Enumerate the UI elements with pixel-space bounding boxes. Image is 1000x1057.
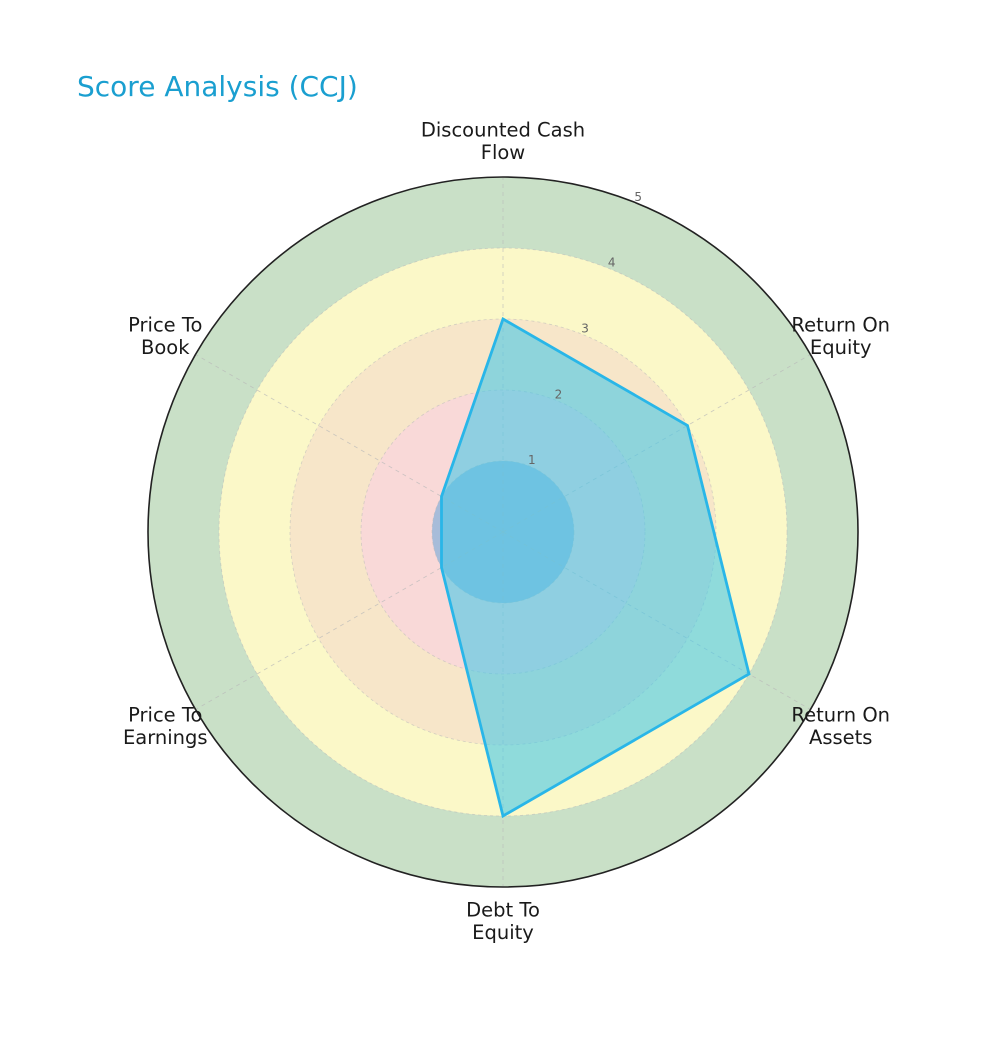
radial-tick-2: 2 bbox=[555, 387, 563, 401]
axis-label-1-line-2: Flow bbox=[481, 141, 526, 164]
axis-label-4-line-2: Equity bbox=[472, 921, 534, 944]
radial-tick-3: 3 bbox=[581, 321, 589, 335]
axis-label-3-line-2: Assets bbox=[809, 726, 872, 749]
axis-label-4-line-1: Debt To bbox=[466, 898, 540, 921]
axis-label-6-line-2: Book bbox=[141, 336, 190, 359]
axis-label-3-line-1: Return On bbox=[791, 703, 890, 726]
axis-label-1-line-1: Discounted Cash bbox=[421, 118, 585, 141]
axis-label-6-line-1: Price To bbox=[128, 313, 202, 336]
axis-label-2-line-1: Return On bbox=[791, 313, 890, 336]
axis-label-2-line-2: Equity bbox=[810, 336, 872, 359]
series-line-1 bbox=[440, 316, 751, 819]
axis-label-5-line-1: Price To bbox=[128, 703, 202, 726]
chart-title: Score Analysis (CCJ) bbox=[77, 70, 358, 103]
axis-label-5-line-2: Earnings bbox=[123, 726, 208, 749]
radial-tick-4: 4 bbox=[608, 256, 616, 270]
outer-frame bbox=[147, 176, 859, 888]
series-area-1 bbox=[441, 319, 749, 816]
radial-tick-5: 5 bbox=[634, 190, 642, 204]
radial-tick-1: 1 bbox=[528, 453, 536, 467]
